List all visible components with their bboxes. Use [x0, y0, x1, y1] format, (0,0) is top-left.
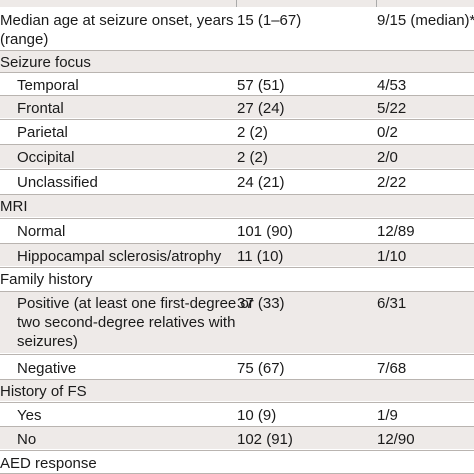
ratio-value: 5/22 — [377, 100, 407, 117]
row-label: Negative — [17, 360, 77, 377]
ratio-value: 1/9 — [377, 407, 398, 424]
ratio-value: 6/31 — [377, 295, 407, 312]
cohort-value: 11 (10) — [237, 248, 284, 265]
table-row: Frontal 27 (24) 5/22 — [0, 95, 474, 118]
section-heading: Seizure focus — [0, 54, 91, 71]
table-header-strip — [0, 0, 474, 7]
row-label: Positive (at least one first-degree or — [17, 295, 254, 312]
row-label-continued: seizures) — [17, 333, 78, 350]
table-row: AED response — [0, 450, 474, 473]
cohort-value: 57 (51) — [237, 77, 285, 94]
section-heading: History of FS — [0, 383, 87, 400]
ratio-value: 0/2 — [377, 124, 398, 141]
ratio-value: 2/0 — [377, 149, 398, 166]
table-row: Unclassified 24 (21) 2/22 — [0, 169, 474, 193]
cohort-value: 102 (91) — [237, 431, 293, 448]
row-label-continued: (range) — [0, 31, 49, 48]
ratio-value: 4/53 — [377, 77, 407, 94]
row-label: Occipital — [17, 149, 75, 166]
row-label: Hippocampal sclerosis/atrophy — [17, 248, 222, 265]
ratio-value: 12/90 — [377, 431, 415, 448]
section-heading: AED response — [0, 455, 97, 472]
table-row: Yes 10 (9) 1/9 — [0, 402, 474, 425]
ratio-value: 12/89 — [377, 223, 415, 240]
row-label: Frontal — [17, 100, 64, 117]
ratio-value: 1/10 — [377, 248, 407, 265]
table-row: History of FS — [0, 379, 474, 401]
cohort-value: 101 (90) — [237, 223, 293, 240]
row-label: Parietal — [17, 124, 68, 141]
section-heading: Family history — [0, 271, 93, 288]
cohort-value: 2 (2) — [237, 149, 268, 166]
cohort-value: 37 (33) — [237, 295, 285, 312]
section-heading: MRI — [0, 198, 28, 215]
row-label: Temporal — [17, 77, 79, 94]
table-row: Positive (at least one first-degree or t… — [0, 291, 474, 353]
table-row: Seizure focus — [0, 50, 474, 72]
column-divider — [376, 0, 377, 7]
row-label: Yes — [17, 407, 42, 424]
row-label: Median age at seizure onset, years — [0, 12, 234, 29]
table-row: Occipital 2 (2) 2/0 — [0, 144, 474, 168]
cohort-value: 24 (21) — [237, 174, 285, 191]
ratio-value: 9/15 (median)* — [377, 12, 474, 29]
table-row: Temporal 57 (51) 4/53 — [0, 72, 474, 94]
cohort-value: 10 (9) — [237, 407, 277, 424]
table-row: Parietal 2 (2) 0/2 — [0, 119, 474, 143]
table-row: Normal 101 (90) 12/89 — [0, 218, 474, 242]
row-label: Normal — [17, 223, 66, 240]
cohort-value: 75 (67) — [237, 360, 285, 377]
table-row: Negative 75 (67) 7/68 — [0, 354, 474, 378]
column-divider — [236, 0, 237, 7]
table-row: No 102 (91) 12/90 — [0, 426, 474, 449]
row-label: Unclassified — [17, 174, 98, 191]
row-label: No — [17, 431, 37, 448]
table-row: MRI — [0, 194, 474, 217]
cohort-value: 15 (1–67) — [237, 12, 302, 29]
ratio-value: 7/68 — [377, 360, 407, 377]
row-label-continued: two second-degree relatives with — [17, 314, 236, 331]
table-row: Hippocampal sclerosis/atrophy 11 (10) 1/… — [0, 243, 474, 266]
table-row: Family history — [0, 267, 474, 290]
cohort-value: 27 (24) — [237, 100, 285, 117]
table-row: Median age at seizure onset, years (rang… — [0, 7, 474, 49]
ratio-value: 2/22 — [377, 174, 407, 191]
cohort-value: 2 (2) — [237, 124, 268, 141]
